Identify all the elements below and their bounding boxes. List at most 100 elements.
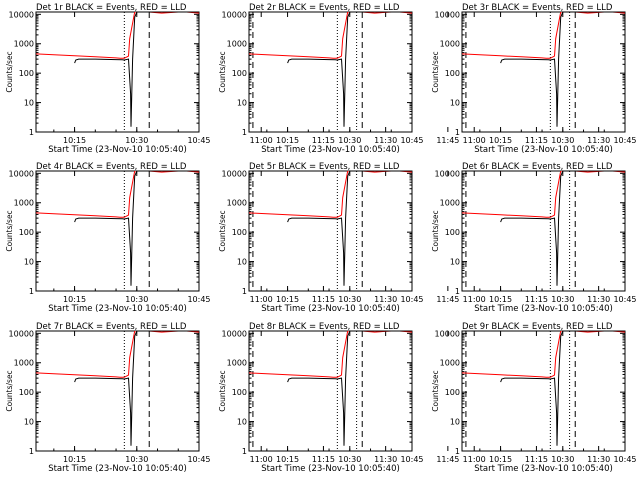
series-lld-line — [249, 171, 412, 218]
y-tick-label: 1 — [242, 447, 247, 456]
y-tick-label: 10000 — [222, 329, 247, 338]
x-tick-label: 10:30 — [338, 136, 361, 145]
series-events-line — [74, 12, 199, 127]
y-tick-label: 10000 — [9, 169, 34, 178]
x-tick-label: 10:45 — [187, 136, 210, 145]
y-tick-label: 10 — [24, 258, 34, 267]
series-events-line — [287, 12, 412, 127]
x-tick-label: 10:30 — [551, 455, 574, 464]
series-events-line — [287, 171, 412, 286]
x-tick-label: 11:00 — [250, 295, 273, 304]
x-tick-label: 11:15 — [525, 136, 548, 145]
y-axis-label: Counts/sec — [431, 370, 440, 411]
x-tick-label: 11:30 — [374, 136, 397, 145]
y-tick-label: 10000 — [9, 329, 34, 338]
panel-det-7: 1 10 100 1000 10000 10:15 10:30 10:45 11:00 11:15… — [5, 322, 459, 474]
panel-title: Det 9r BLACK = Events, RED = LLD — [462, 322, 613, 332]
x-tick-label: 10:45 — [400, 295, 423, 304]
x-tick-label: 11:00 — [463, 455, 486, 464]
x-tick-label: 10:45 — [187, 455, 210, 464]
x-axis-label: Start Time (23-Nov-10 10:05:40) — [474, 304, 613, 314]
x-tick-label: 10:45 — [187, 295, 210, 304]
plot-data — [36, 331, 199, 446]
plot-data — [462, 331, 625, 446]
plot-data — [36, 171, 199, 286]
y-tick-label: 100 — [232, 388, 247, 397]
plot-data — [249, 12, 412, 127]
x-tick-label: 11:15 — [312, 455, 335, 464]
x-tick-label: 11:45 — [436, 455, 459, 464]
plot-frame — [248, 170, 413, 292]
plot-frame — [35, 11, 200, 133]
y-axis-label: Counts/sec — [431, 51, 440, 92]
y-tick-label: 1 — [29, 128, 34, 137]
plot-frame — [248, 11, 413, 133]
panel-det-8: 1 10 100 1000 10000 10:15 10:30 10:45 11:00 11:15… — [218, 322, 610, 474]
y-tick-label: 10 — [237, 99, 247, 108]
plot-data — [462, 171, 625, 286]
y-tick-label: 10000 — [435, 169, 460, 178]
y-tick-label: 100 — [19, 69, 34, 78]
x-tick-label: 11:30 — [374, 295, 397, 304]
x-tick-label: 10:15 — [489, 295, 512, 304]
y-tick-label: 10000 — [9, 10, 34, 19]
x-tick-label: 10:15 — [276, 455, 299, 464]
y-tick-label: 10 — [237, 418, 247, 427]
x-tick-label: 11:15 — [525, 295, 548, 304]
y-tick-label: 100 — [19, 388, 34, 397]
plot-frame — [35, 170, 200, 292]
x-tick-label: 10:15 — [489, 455, 512, 464]
x-tick-label: 11:30 — [374, 455, 397, 464]
plot-data — [249, 331, 412, 446]
x-axis-label: Start Time (23-Nov-10 10:05:40) — [48, 304, 187, 314]
y-tick-label: 1000 — [14, 40, 34, 49]
x-tick-label: 11:15 — [312, 136, 335, 145]
plot-frame — [461, 330, 626, 452]
x-tick-label: 11:00 — [463, 136, 486, 145]
panel-title: Det 3r BLACK = Events, RED = LLD — [462, 3, 613, 13]
panel-det-3: 1 10 100 1000 10000 10:15 10:30 10:45 11:00 11:15… — [431, 3, 637, 155]
x-tick-label: 10:45 — [400, 136, 423, 145]
y-tick-label: 100 — [445, 228, 460, 237]
panel-title: Det 2r BLACK = Events, RED = LLD — [249, 3, 400, 13]
series-lld-line — [462, 331, 625, 378]
y-axis-label: Counts/sec — [218, 51, 227, 92]
x-tick-label: 10:30 — [551, 136, 574, 145]
y-tick-label: 1 — [242, 287, 247, 296]
panel-title: Det 1r BLACK = Events, RED = LLD — [36, 3, 187, 13]
y-tick-label: 10 — [24, 99, 34, 108]
y-tick-label: 1000 — [440, 40, 460, 49]
y-axis-label: Counts/sec — [5, 210, 14, 251]
panel-det-6: 1 10 100 1000 10000 10:15 10:30 10:45 11:00 11:15… — [431, 162, 637, 314]
y-axis-label: Counts/sec — [431, 210, 440, 251]
x-tick-label: 11:00 — [250, 136, 273, 145]
x-tick-label: 10:15 — [489, 136, 512, 145]
y-tick-label: 10000 — [435, 10, 460, 19]
series-events-line — [287, 331, 412, 446]
x-tick-label: 10:15 — [63, 136, 86, 145]
x-tick-label: 10:30 — [338, 295, 361, 304]
y-tick-label: 1000 — [14, 199, 34, 208]
plot-frame — [461, 11, 626, 133]
x-axis-label: Start Time (23-Nov-10 10:05:40) — [48, 145, 187, 155]
panel-det-5: 1 10 100 1000 10000 10:15 10:30 10:45 11:00 11:15… — [218, 162, 610, 314]
y-tick-label: 100 — [445, 69, 460, 78]
plot-frame — [248, 330, 413, 452]
y-tick-label: 1 — [455, 447, 460, 456]
plot-frame — [461, 170, 626, 292]
y-tick-label: 1 — [455, 287, 460, 296]
x-tick-label: 10:15 — [276, 136, 299, 145]
plot-data — [249, 171, 412, 286]
x-tick-label: 11:00 — [250, 455, 273, 464]
panel-det-2: 1 10 100 1000 10000 10:15 10:30 10:45 11:00 11:15… — [218, 3, 610, 155]
y-tick-label: 1 — [29, 287, 34, 296]
x-axis-label: Start Time (23-Nov-10 10:05:40) — [474, 464, 613, 474]
y-tick-label: 1 — [455, 128, 460, 137]
y-axis-label: Counts/sec — [218, 210, 227, 251]
y-tick-label: 100 — [445, 388, 460, 397]
series-lld-line — [36, 12, 199, 59]
y-tick-label: 1000 — [227, 199, 247, 208]
y-tick-label: 10000 — [222, 169, 247, 178]
x-tick-label: 10:45 — [613, 136, 636, 145]
